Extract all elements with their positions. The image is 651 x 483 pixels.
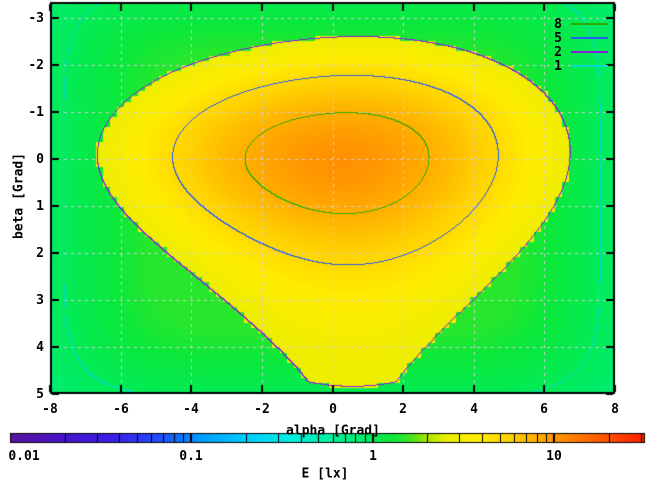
x-tick-label: 8 bbox=[611, 402, 619, 417]
legend-label: 2 bbox=[554, 45, 562, 60]
y-tick-label: 4 bbox=[36, 340, 44, 355]
y-tick-label: 0 bbox=[36, 152, 44, 167]
colorbar-tick-label: 0.1 bbox=[179, 449, 203, 464]
legend-line-sample bbox=[571, 51, 608, 53]
legend-line-sample bbox=[571, 65, 608, 67]
y-tick-label: 2 bbox=[36, 246, 44, 261]
y-tick-label: 5 bbox=[36, 387, 44, 402]
x-tick-label: -6 bbox=[113, 402, 129, 417]
legend-label: 8 bbox=[554, 17, 562, 32]
colorbar-tick-label: 0.01 bbox=[8, 449, 40, 464]
x-axis-label: alpha [Grad] bbox=[286, 423, 380, 439]
x-tick-label: 4 bbox=[470, 402, 478, 417]
legend-label: 5 bbox=[554, 31, 562, 46]
y-tick-label: 3 bbox=[36, 293, 44, 308]
legend-line-sample bbox=[571, 37, 608, 39]
y-tick-label: -1 bbox=[28, 105, 44, 120]
y-tick-label: -3 bbox=[28, 11, 44, 26]
colorbar-tick-label: 1 bbox=[369, 449, 377, 464]
y-tick-label: -2 bbox=[28, 58, 44, 73]
x-tick-label: -2 bbox=[254, 402, 270, 417]
x-tick-label: 6 bbox=[540, 402, 548, 417]
legend-label: 1 bbox=[554, 59, 562, 74]
x-tick-label: -8 bbox=[42, 402, 58, 417]
legend-line-sample bbox=[571, 23, 608, 25]
y-tick-label: 1 bbox=[36, 199, 44, 214]
x-tick-label: 0 bbox=[329, 402, 337, 417]
colorbar-label: E [lx] bbox=[301, 466, 349, 482]
colorbar-tick-label: 10 bbox=[546, 449, 562, 464]
x-tick-label: 2 bbox=[399, 402, 407, 417]
x-tick-label: -4 bbox=[183, 402, 199, 417]
